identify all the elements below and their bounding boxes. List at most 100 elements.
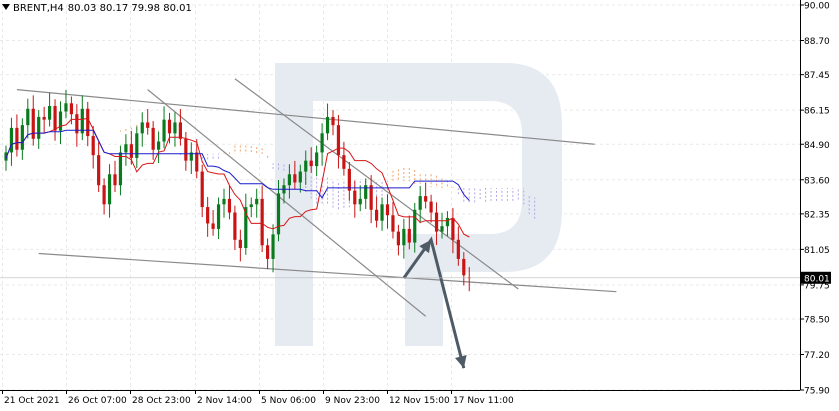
candle xyxy=(407,215,411,250)
candle xyxy=(347,162,351,201)
candle xyxy=(255,188,259,218)
candle-body xyxy=(418,196,422,210)
candle xyxy=(358,185,362,212)
candle-body xyxy=(462,258,466,276)
price-tick-label: 75.90 xyxy=(804,387,830,397)
candle-body xyxy=(222,198,226,205)
candle xyxy=(189,142,193,175)
candle xyxy=(58,101,63,144)
candle xyxy=(135,126,139,169)
candle-body xyxy=(266,245,270,259)
candle xyxy=(162,106,166,149)
candle-body xyxy=(151,127,155,150)
candle xyxy=(249,197,253,218)
candle xyxy=(107,164,112,218)
time-tick-label: 26 Oct 07:00 xyxy=(68,396,127,406)
candle xyxy=(15,114,19,157)
candle-body xyxy=(233,212,237,240)
candle xyxy=(9,117,14,166)
candle xyxy=(429,194,433,223)
current-price-box xyxy=(801,271,831,284)
candle-body xyxy=(391,215,395,232)
candle xyxy=(375,196,379,228)
candle-body xyxy=(276,193,281,235)
candle-body xyxy=(216,204,221,229)
candle-body xyxy=(255,198,259,205)
watermark-stem xyxy=(275,63,313,346)
price-tick-label: 79.75 xyxy=(804,281,830,291)
candle-body xyxy=(195,152,199,172)
candle xyxy=(331,110,335,136)
candle xyxy=(75,104,79,147)
candle xyxy=(157,131,161,164)
candle xyxy=(380,197,384,231)
price-tick-label: 86.15 xyxy=(804,107,830,117)
candle xyxy=(451,207,455,254)
forecast-arrowhead-up xyxy=(419,239,432,254)
candle-body xyxy=(135,133,139,158)
candle-body xyxy=(80,108,84,134)
candle xyxy=(200,164,204,218)
candle xyxy=(424,182,428,209)
candle-body xyxy=(429,201,433,213)
candle xyxy=(353,180,357,218)
candle-body xyxy=(173,122,177,134)
candle xyxy=(260,185,264,253)
price-tick-label: 82.35 xyxy=(804,210,830,220)
candle-body xyxy=(364,185,368,199)
candle-body xyxy=(118,152,123,186)
candle xyxy=(238,229,242,262)
candle-body xyxy=(309,160,313,167)
candle-body xyxy=(206,207,210,224)
candle-body xyxy=(244,207,248,249)
price-tick-label: 81.05 xyxy=(804,246,830,256)
candle-body xyxy=(440,226,444,232)
candles xyxy=(4,89,471,292)
watermark-leg xyxy=(405,272,443,346)
chart-header: BRENT,H4 80.03 80.17 79.98 80.01 xyxy=(2,3,192,15)
candle-body xyxy=(451,217,455,240)
candle-body xyxy=(396,231,400,246)
candle-body xyxy=(434,212,439,232)
candle xyxy=(266,238,270,270)
candle-body xyxy=(402,228,406,246)
candle-body xyxy=(184,138,188,161)
candle xyxy=(413,202,417,253)
candle xyxy=(336,115,341,169)
candle-body xyxy=(445,217,450,227)
falling-channel-bottom xyxy=(147,89,427,317)
candle xyxy=(113,160,117,193)
watermark-bowl xyxy=(313,63,562,272)
price-tick-label: 88.70 xyxy=(804,37,830,47)
candle xyxy=(402,218,406,259)
candle xyxy=(216,197,221,240)
watermark-logo xyxy=(275,63,562,346)
candle-body xyxy=(325,116,330,134)
candle xyxy=(342,141,346,176)
candle xyxy=(462,252,466,286)
symbol-dropdown-icon[interactable] xyxy=(2,4,10,10)
candle xyxy=(20,118,24,160)
candle-body xyxy=(375,209,379,221)
candle xyxy=(227,185,232,220)
candle xyxy=(276,180,281,242)
current-price-label: 80.01 xyxy=(804,274,830,284)
candle-body xyxy=(293,174,297,183)
candle-body xyxy=(31,108,35,139)
candle-body xyxy=(424,196,428,202)
candle-body xyxy=(20,125,24,150)
time-tick-label: 28 Oct 23:00 xyxy=(132,396,191,406)
candle xyxy=(233,205,237,250)
price-tick-label: 90.00 xyxy=(804,2,830,12)
candle-body xyxy=(26,108,30,126)
candle-body xyxy=(304,160,308,172)
falling-channel-top xyxy=(234,78,519,290)
candle xyxy=(369,175,373,224)
candle-body xyxy=(69,103,73,115)
candle xyxy=(244,193,248,255)
time-tick-label: 21 Oct 2021 xyxy=(4,396,60,406)
candle xyxy=(287,164,291,199)
candle xyxy=(129,130,133,165)
